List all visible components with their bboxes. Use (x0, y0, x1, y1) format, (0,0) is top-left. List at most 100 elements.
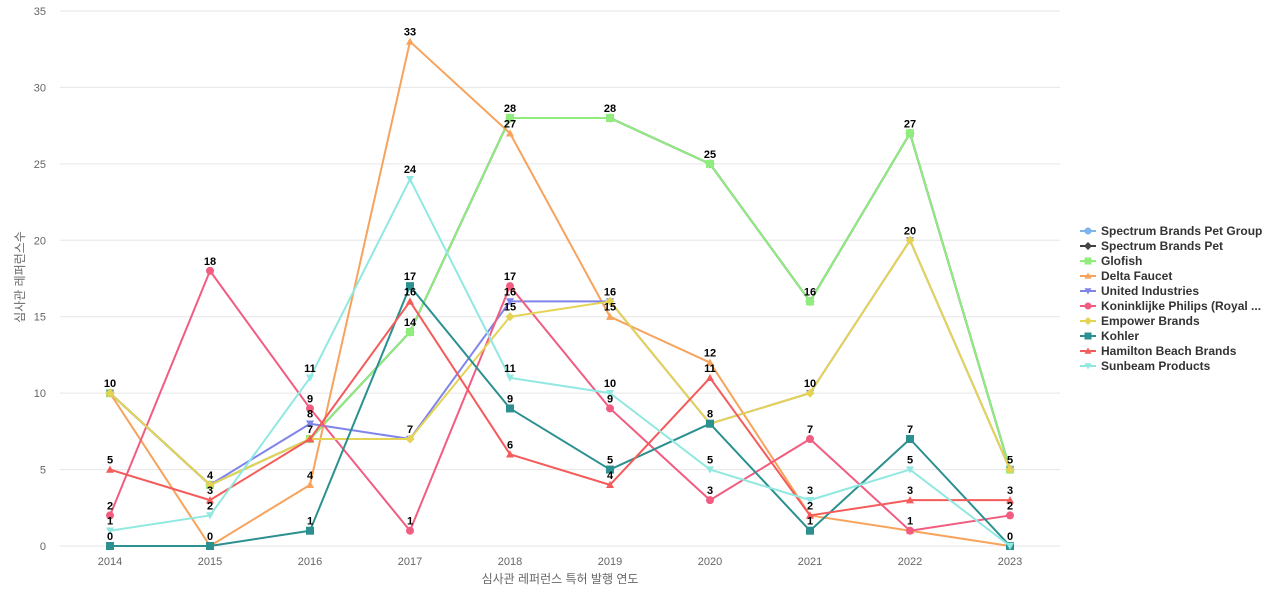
data-label: 7 (807, 424, 813, 436)
data-point (905, 235, 915, 245)
data-point (106, 527, 114, 535)
data-point (706, 373, 714, 382)
legend-label: Koninklijke Philips (Royal ... (1101, 299, 1261, 313)
data-label: 8 (707, 409, 713, 421)
data-point (1084, 347, 1092, 354)
data-label: 9 (307, 393, 313, 405)
legend-item[interactable]: Spectrum Brands Pet (1080, 239, 1223, 253)
data-label: 14 (404, 317, 417, 329)
data-label: 10 (604, 378, 616, 390)
data-label: 15 (504, 302, 516, 314)
data-point (406, 526, 414, 535)
data-label: 2 (1007, 500, 1013, 512)
data-point (506, 450, 514, 458)
series (106, 282, 1014, 550)
data-label: 11 (704, 363, 716, 375)
data-label: 28 (604, 103, 616, 115)
series-lines (105, 37, 1015, 550)
data-label: 27 (504, 118, 516, 130)
legend-label: Empower Brands (1101, 314, 1200, 328)
data-label: 15 (604, 302, 616, 314)
data-label: 3 (707, 485, 713, 497)
grid-lines (60, 10, 1060, 547)
data-label: 16 (404, 286, 416, 298)
data-point (106, 465, 114, 473)
data-point (906, 526, 914, 535)
legend-item[interactable]: Hamilton Beach Brands (1080, 344, 1237, 358)
series (106, 266, 1014, 535)
legend-item[interactable]: Delta Faucet (1080, 269, 1172, 283)
data-label: 16 (604, 286, 616, 298)
data-point (206, 266, 214, 275)
data-label: 6 (507, 439, 513, 451)
y-tick-label: 0 (40, 541, 46, 553)
data-point (706, 496, 714, 505)
data-label: 7 (407, 424, 413, 436)
series (106, 297, 1014, 519)
data-point (1084, 272, 1092, 279)
data-label: 1 (407, 516, 413, 528)
data-point (805, 388, 815, 398)
data-label: 10 (804, 378, 816, 390)
y-tick-label: 25 (34, 159, 46, 171)
legend-label: Sunbeam Products (1101, 359, 1211, 373)
data-label: 11 (304, 363, 316, 375)
data-point (1005, 465, 1015, 475)
data-label: 0 (207, 531, 213, 543)
x-tick-label: 2020 (698, 556, 722, 568)
legend-item[interactable]: Sunbeam Products (1080, 359, 1211, 373)
data-label: 5 (1007, 455, 1013, 467)
data-point (206, 512, 214, 520)
data-point (106, 542, 114, 550)
data-point (306, 374, 314, 382)
data-point (606, 389, 614, 398)
y-tick-label: 10 (34, 388, 46, 400)
data-point (806, 435, 814, 443)
data-label: 1 (307, 516, 313, 528)
legend-label: Kohler (1101, 329, 1139, 343)
data-point (1084, 257, 1092, 265)
legend-item[interactable]: United Industries (1080, 284, 1199, 298)
x-axis-title: 심사관 레퍼런스 특허 발행 연도 (482, 571, 639, 586)
data-label: 18 (204, 256, 216, 268)
series-line (109, 178, 1011, 547)
data-point (506, 282, 514, 291)
data-label: 0 (107, 531, 113, 543)
data-point (706, 358, 714, 366)
legend-item[interactable]: Koninklijke Philips (Royal ... (1080, 299, 1261, 313)
legend-item[interactable]: Empower Brands (1080, 314, 1200, 328)
data-point (706, 419, 714, 428)
x-tick-label: 2018 (498, 556, 522, 568)
legend-item[interactable]: Glofish (1080, 254, 1142, 268)
data-label: 0 (1007, 531, 1013, 543)
legend-item[interactable]: Kohler (1080, 329, 1139, 343)
data-point (1084, 363, 1092, 370)
data-label: 5 (107, 455, 113, 467)
data-label: 11 (504, 363, 516, 375)
data-label: 9 (507, 393, 513, 405)
data-point (205, 480, 215, 490)
series-line (109, 239, 1011, 486)
x-tick-label: 2021 (798, 556, 822, 568)
legend-label: Spectrum Brands Pet (1101, 239, 1223, 253)
x-tick-label: 2019 (598, 556, 622, 568)
data-label: 2 (207, 500, 213, 512)
series-line (110, 285, 1011, 547)
data-label: 3 (1007, 485, 1013, 497)
data-point (506, 129, 514, 137)
data-point (306, 404, 314, 413)
data-label: 20 (904, 225, 916, 237)
legend-item[interactable]: Spectrum Brands Pet Group (1080, 224, 1262, 238)
data-point (806, 496, 814, 505)
series (106, 175, 1014, 550)
data-point (405, 434, 415, 444)
data-label: 2 (107, 500, 113, 512)
data-point (606, 114, 614, 122)
data-label: 3 (907, 485, 913, 497)
data-point (1084, 288, 1092, 295)
data-point (906, 496, 914, 504)
data-label: 9 (607, 393, 613, 405)
data-point (1006, 542, 1014, 550)
data-point (106, 511, 114, 520)
